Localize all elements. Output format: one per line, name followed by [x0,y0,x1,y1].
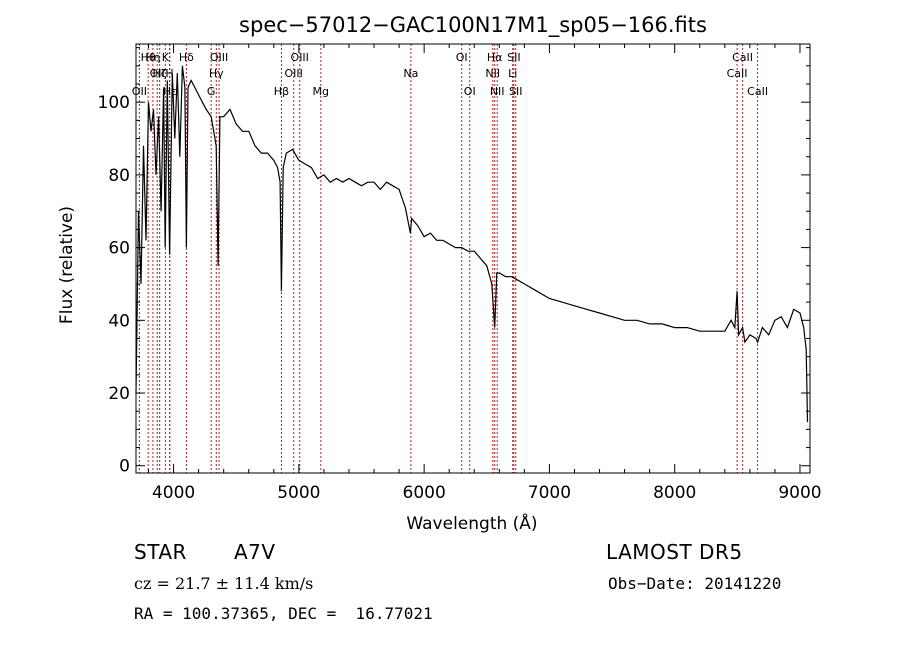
line-marker-label: Li [508,67,517,80]
line-marker-label: Hδ [179,51,194,64]
line-marker-label: K [162,51,170,64]
y-axis-label: Flux (relative) [57,206,77,324]
observation-date: Obs−Date: 20141220 [608,574,782,593]
x-tick-label: 9000 [778,483,821,503]
line-marker-label: Hθ [141,51,156,64]
line-marker-label: OIII [291,51,309,64]
chart-title: spec−57012−GAC100N17M1_sp05−166.fits [239,13,707,38]
line-marker-label: OIII [210,51,228,64]
x-tick-label: 7000 [528,483,571,503]
x-axis-label: Wavelength (Å) [406,512,537,534]
y-tick-label: 40 [108,311,130,331]
x-tick-label: 6000 [403,483,446,503]
line-marker-labels: OIIHθHηOIIHζKHHεHδGHγOIIIHβOIIIOIIIMgNaO… [132,51,768,98]
line-marker-label: OI [464,85,476,98]
line-marker-label: OI [456,51,468,64]
line-marker-label: Na [403,67,418,80]
line-marker-label: Hα [487,51,503,64]
line-marker-label: Hβ [274,85,289,98]
y-tick-label: 100 [98,93,130,113]
line-marker-label: CaII [747,85,768,98]
survey-name: LAMOST DR5 [606,540,743,564]
line-marker-label: Mg [313,85,329,98]
line-marker-label: NII [490,85,505,98]
x-tick-label: 5000 [277,483,320,503]
line-marker-label: Hε [163,85,177,98]
x-axis: 4000 5000 6000 7000 8000 9000 [148,44,822,503]
redshift-value: cz = 21.7 ± 11.4 km/s [134,574,314,593]
plot-frame [135,43,811,474]
line-marker-label: SII [509,85,522,98]
y-tick-label: 0 [119,457,130,477]
coordinates: RA = 100.37365, DEC = 16.77021 [134,604,433,623]
y-tick-label: 80 [108,166,130,186]
object-subclass: A7V [234,540,276,564]
line-marker-label: NII [485,67,500,80]
line-marker-label: SII [507,51,520,64]
line-markers [138,44,759,473]
y-tick-label: 60 [108,239,130,259]
line-marker-label: CaII [732,51,753,64]
object-class: STAR [134,540,187,564]
line-marker-label: OIII [285,67,303,80]
line-marker-label: OII [132,85,147,98]
y-tick-label: 20 [108,384,130,404]
line-marker-label: Hη [145,51,160,64]
line-marker-label: Hγ [209,67,224,80]
line-marker-label: OII [150,67,165,80]
line-marker-label: CaII [727,67,748,80]
y-axis: 0 20 40 60 80 100 [98,47,810,477]
line-marker-label: Hζ [153,67,167,80]
x-tick-label: 8000 [653,483,696,503]
spectrum-line [135,65,809,423]
line-marker-label: H [165,67,173,80]
x-tick-label: 4000 [152,483,195,503]
line-marker-label: G [207,85,216,98]
